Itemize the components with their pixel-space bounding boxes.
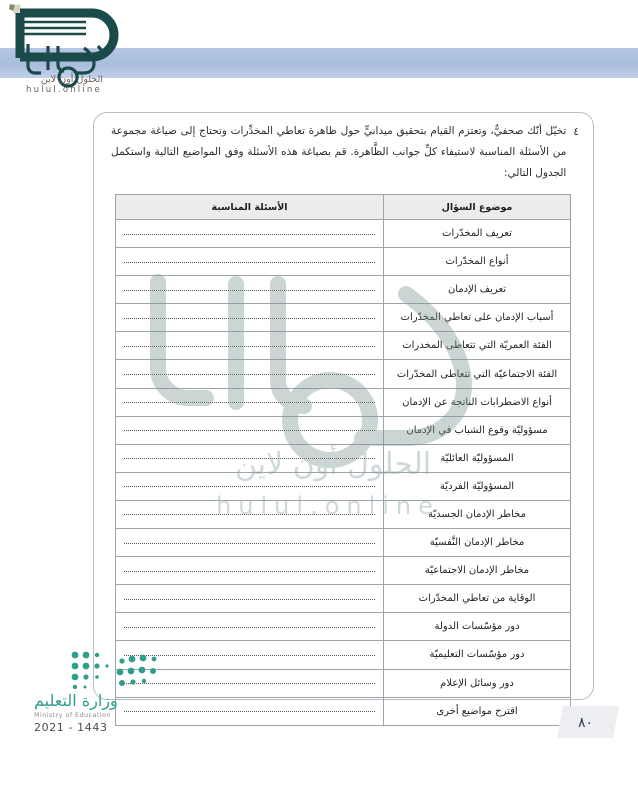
answer-dotted-line bbox=[124, 654, 375, 656]
cell-answer-blank[interactable] bbox=[115, 584, 384, 614]
answer-dotted-line bbox=[124, 570, 375, 572]
answer-dotted-line bbox=[124, 233, 375, 235]
hulul-subtitle-ar: الحلول أون لاين bbox=[41, 72, 103, 85]
cell-subject: دور وسائل الإعلام bbox=[383, 668, 571, 698]
answer-dotted-line bbox=[124, 598, 375, 600]
answer-dotted-line bbox=[124, 401, 375, 404]
answer-dotted-line bbox=[124, 373, 375, 376]
cell-subject: المسؤوليّة الفرديّة bbox=[383, 471, 571, 501]
table-row: المسؤوليّة العائليّة bbox=[115, 443, 571, 473]
column-header-subject: موضوع السؤال bbox=[383, 194, 571, 220]
cell-subject: أسباب الإدمان على تعاطي المخدّرات bbox=[383, 303, 571, 333]
table-row: دور مؤسّسات الدولة bbox=[115, 612, 571, 642]
cell-subject: الوقاية من تعاطي المخدّرات bbox=[383, 584, 571, 614]
table-row: تعريف المخدّرات bbox=[115, 218, 571, 249]
cell-subject: اقترح مواضيع أخرى bbox=[383, 696, 571, 726]
cell-answer-blank[interactable] bbox=[115, 247, 384, 277]
worksheet-card: ٤ تخيّل أنّك صحفيٌّ، وتعتزم القيام بتحقي… bbox=[93, 112, 594, 726]
cell-subject: مخاطر الإدمان الجسديّة bbox=[383, 499, 571, 530]
cell-subject: تعريف الإدمان bbox=[383, 275, 571, 305]
table-row: المسؤوليّة الفرديّة bbox=[115, 471, 571, 501]
exercise-text: تخيّل أنّك صحفيٌّ، وتعتزم القيام بتحقيق … bbox=[111, 125, 567, 179]
table-header-row: موضوع السؤال الأسئلة المناسبة bbox=[115, 194, 571, 220]
cell-answer-blank[interactable] bbox=[115, 218, 384, 249]
table-row: الوقاية من تعاطي المخدّرات bbox=[115, 584, 571, 614]
cell-subject: مخاطر الإدمان النَّفسيّة bbox=[383, 528, 571, 558]
table-row: مخاطر الإدمان الجسديّة bbox=[115, 499, 571, 530]
ministry-name-ar: وزارة التعليم bbox=[34, 691, 118, 710]
column-header-answer: الأسئلة المناسبة bbox=[115, 194, 384, 220]
moe-dot-pattern-icon bbox=[71, 651, 157, 690]
table-row: مخاطر الإدمان الاجتماعيّة bbox=[115, 556, 571, 586]
cell-answer-blank[interactable] bbox=[115, 303, 384, 333]
cell-answer-blank[interactable] bbox=[115, 668, 384, 698]
pencil-icon bbox=[9, 4, 22, 14]
hulul-wordmark bbox=[26, 44, 108, 88]
answer-dotted-line bbox=[124, 626, 375, 628]
ministry-name-en: Ministry of Education bbox=[34, 711, 111, 719]
cell-answer-blank[interactable] bbox=[115, 387, 384, 417]
page-number: ٨٠ bbox=[578, 715, 594, 731]
table-row: أنواع الاضطرابات الناتجة عن الإدمان bbox=[115, 387, 571, 417]
answer-dotted-line bbox=[124, 261, 375, 263]
answer-dotted-line bbox=[124, 429, 375, 432]
cell-answer-blank[interactable] bbox=[115, 471, 384, 501]
cell-subject: الفئة الاجتماعيّة التي تتعاطى المخدّرات bbox=[383, 359, 571, 389]
cell-answer-blank[interactable] bbox=[115, 275, 384, 305]
cell-subject: تعريف المخدّرات bbox=[383, 218, 571, 249]
table-row: أنواع المخدّرات bbox=[115, 247, 571, 277]
table-row: أسباب الإدمان على تعاطي المخدّرات bbox=[115, 303, 571, 333]
cell-answer-blank[interactable] bbox=[115, 415, 384, 445]
answer-dotted-line bbox=[124, 542, 375, 544]
table-row: تعريف الإدمان bbox=[115, 275, 571, 305]
table-row: الفئة العمريّة التي تتعاطى المخدرات bbox=[115, 331, 571, 361]
cell-subject: المسؤوليّة العائليّة bbox=[383, 443, 571, 473]
hulul-subtitle-en: hulul.online bbox=[26, 85, 102, 95]
answer-dotted-line bbox=[124, 485, 375, 488]
ministry-of-education-logo: وزارة التعليم Ministry of Education 2021… bbox=[18, 645, 208, 745]
answer-dotted-line bbox=[124, 682, 375, 685]
answer-dotted-line bbox=[124, 289, 375, 291]
cell-answer-blank[interactable] bbox=[115, 499, 384, 530]
cell-answer-blank[interactable] bbox=[115, 359, 384, 389]
cell-answer-blank[interactable] bbox=[115, 612, 384, 642]
answer-dotted-line bbox=[124, 513, 375, 516]
cell-subject: أنواع المخدّرات bbox=[383, 247, 571, 277]
exercise-intro: ٤ تخيّل أنّك صحفيٌّ، وتعتزم القيام بتحقي… bbox=[111, 121, 579, 184]
answer-dotted-line bbox=[124, 345, 375, 347]
cell-answer-blank[interactable] bbox=[115, 696, 384, 726]
table-row: مخاطر الإدمان النَّفسيّة bbox=[115, 528, 571, 558]
questions-table-body: تعريف المخدّرات أنواع المخدّرات تعريف الإد… bbox=[115, 218, 571, 726]
table-row: مسؤوليّة وقوع الشباب في الإدمان bbox=[115, 415, 571, 445]
table-row: الفئة الاجتماعيّة التي تتعاطى المخدّرات bbox=[115, 359, 571, 389]
answer-dotted-line bbox=[124, 317, 375, 319]
book-p-icon bbox=[15, 8, 119, 62]
cell-subject: الفئة العمريّة التي تتعاطى المخدرات bbox=[383, 331, 571, 361]
cell-subject: دور مؤسّسات الدولة bbox=[383, 612, 571, 642]
cell-subject: دور مؤسّسات التعليميّة bbox=[383, 640, 571, 670]
exercise-number: ٤ bbox=[573, 126, 579, 138]
questions-table: موضوع السؤال الأسئلة المناسبة تعريف المخ… bbox=[115, 194, 571, 726]
answer-dotted-line bbox=[124, 457, 375, 460]
cell-answer-blank[interactable] bbox=[115, 528, 384, 558]
answer-dotted-line bbox=[124, 710, 375, 713]
cell-subject: مخاطر الإدمان الاجتماعيّة bbox=[383, 556, 571, 586]
cell-subject: أنواع الاضطرابات الناتجة عن الإدمان bbox=[383, 387, 571, 417]
cell-subject: مسؤوليّة وقوع الشباب في الإدمان bbox=[383, 415, 571, 445]
cell-answer-blank[interactable] bbox=[115, 443, 384, 473]
hulul-logo: الحلول أون لاين hulul.online bbox=[6, 2, 136, 102]
table-row: اقترح مواضيع أخرى bbox=[115, 696, 571, 726]
cell-answer-blank[interactable] bbox=[115, 331, 384, 361]
cell-answer-blank[interactable] bbox=[115, 556, 384, 586]
ministry-year: 2021 - 1443 bbox=[34, 721, 108, 734]
